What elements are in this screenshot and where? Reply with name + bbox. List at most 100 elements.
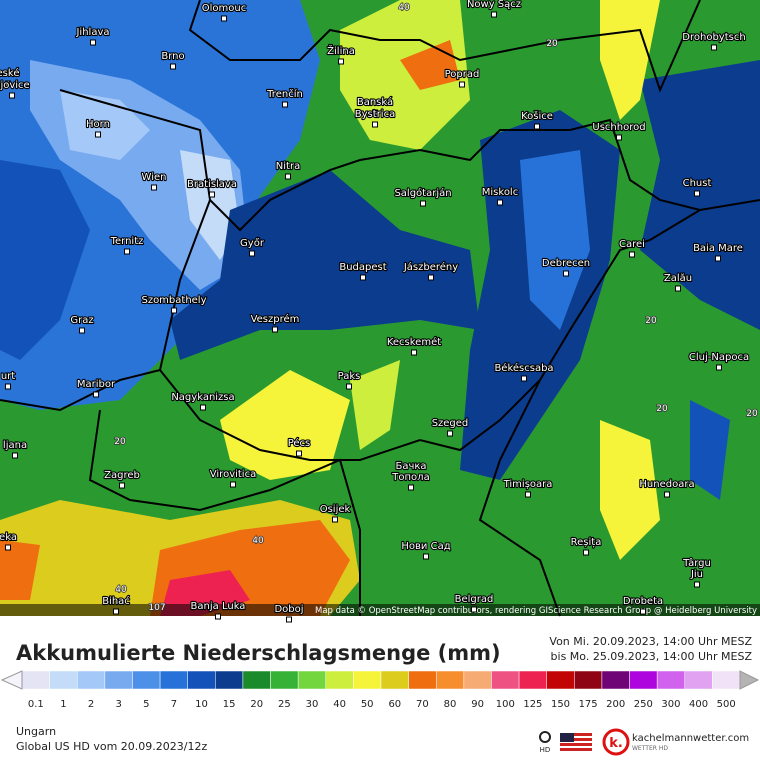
- period-to: bis Mo. 25.09.2023, 14:00 Uhr MESZ: [551, 650, 753, 663]
- city-marker: [286, 616, 292, 623]
- city-marker: [215, 613, 221, 620]
- city-marker: [534, 123, 540, 130]
- city-marker: [296, 450, 302, 457]
- legend-swatch: [491, 670, 520, 690]
- city-label: Târgu: [682, 557, 711, 569]
- legend-swatch: [49, 670, 78, 690]
- city-label: Baia Mare: [693, 243, 743, 254]
- legend-swatch: [408, 670, 437, 690]
- legend-swatch: [684, 670, 713, 690]
- city-marker: [346, 383, 352, 390]
- model: Global US HD vom 20.09.2023/12z: [16, 740, 207, 753]
- city-marker: [200, 404, 206, 411]
- city-marker: [372, 109, 378, 116]
- city-label: Carei: [619, 239, 645, 250]
- legend-label: 30: [306, 699, 319, 710]
- contour-label: 40: [115, 585, 127, 595]
- city-marker: [90, 39, 96, 46]
- legend-label: 60: [388, 699, 401, 710]
- city-label: Doboj: [274, 604, 303, 615]
- city-label: Kecskemét: [387, 336, 441, 348]
- legend-label: 90: [471, 699, 484, 710]
- region: Ungarn: [16, 725, 56, 738]
- city-label: Olomouc: [202, 3, 246, 14]
- legend-label: 25: [278, 699, 291, 710]
- city-label: Banská: [357, 96, 393, 108]
- city-label: Reșița: [571, 537, 602, 548]
- city-label: Бачка: [395, 461, 426, 472]
- city-label: Нови Сад: [401, 541, 450, 552]
- legend-label: 3: [115, 699, 121, 710]
- legend-swatch: [270, 670, 299, 690]
- city-label: Trenčín: [266, 88, 303, 100]
- site[interactable]: kachelmannwetter.com: [632, 733, 749, 744]
- legend-swatch: [435, 670, 465, 690]
- legend-swatch: [242, 670, 271, 690]
- city-marker: [629, 251, 635, 258]
- legend-swatch: [629, 670, 658, 690]
- city-marker: [428, 274, 434, 281]
- legend-label: 70: [416, 699, 429, 710]
- legend-swatch: [712, 670, 741, 690]
- city-marker: [491, 11, 497, 18]
- legend-swatch: [574, 670, 603, 690]
- city-label: Wien: [142, 172, 167, 183]
- city-label: Bratislava: [187, 179, 237, 190]
- city-marker: [694, 570, 700, 577]
- city-label: Debrecen: [542, 258, 590, 269]
- period-from: Von Mi. 20.09.2023, 14:00 Uhr MESZ: [549, 635, 752, 648]
- city-marker: [119, 482, 125, 489]
- city-marker: [170, 63, 176, 70]
- city-marker: [411, 349, 417, 356]
- legend-label: 200: [606, 699, 625, 710]
- legend-bar: [21, 670, 741, 690]
- legend-swatch: [297, 670, 327, 690]
- city-label: Szombathely: [141, 295, 206, 306]
- city-marker: [447, 430, 453, 437]
- city-label: Zalău: [664, 273, 692, 284]
- city-marker: [694, 190, 700, 197]
- city-marker: [694, 581, 700, 588]
- logo-k: k.: [609, 736, 623, 751]
- zoom-icon[interactable]: [539, 731, 551, 743]
- city-label: Žilina: [327, 44, 355, 57]
- city-marker: [151, 184, 157, 191]
- city-label: Uschhorod: [592, 122, 645, 133]
- city-label: Bystrica: [355, 109, 395, 120]
- legend-label: 175: [579, 699, 598, 710]
- city-marker: [423, 553, 429, 560]
- legend-swatch: [601, 670, 630, 690]
- legend-swatch: [656, 670, 686, 690]
- city-marker: [5, 80, 11, 87]
- site-sub: WETTER HD: [632, 745, 668, 752]
- legend-swatch: [76, 670, 106, 690]
- legend-label: 50: [361, 699, 374, 710]
- contour-label: 20: [114, 437, 126, 447]
- city-marker: [408, 473, 414, 480]
- legend-label: 2: [88, 699, 94, 710]
- legend-label: 20: [250, 699, 263, 710]
- city-label: Paks: [338, 371, 361, 382]
- city-label: Košice: [521, 110, 553, 122]
- city-label: Hunedoara: [639, 479, 694, 490]
- hd-label: HD: [540, 746, 551, 754]
- contour-label: 20: [746, 409, 758, 419]
- city-label: Virovitica: [210, 469, 256, 480]
- legend-label: 400: [689, 699, 708, 710]
- city-label: Veszprém: [251, 313, 300, 325]
- legend-swatch: [518, 670, 547, 690]
- logo[interactable]: [602, 728, 630, 756]
- city-label: Miskolc: [482, 187, 518, 198]
- legend-swatch: [132, 670, 161, 690]
- city-marker: [497, 199, 503, 206]
- legend-label: 150: [551, 699, 570, 710]
- city-label: Drohobytsch: [682, 32, 745, 43]
- city-label: Bihać: [102, 595, 130, 607]
- city-label: ějovice: [0, 79, 30, 91]
- legend-swatch: [463, 670, 492, 690]
- contour-label: 40: [252, 536, 264, 546]
- legend-swatch: [325, 670, 354, 690]
- map-credits: Map data © OpenStreetMap contributors, r…: [315, 606, 757, 616]
- city-marker: [521, 375, 527, 382]
- flag-us[interactable]: [560, 733, 592, 751]
